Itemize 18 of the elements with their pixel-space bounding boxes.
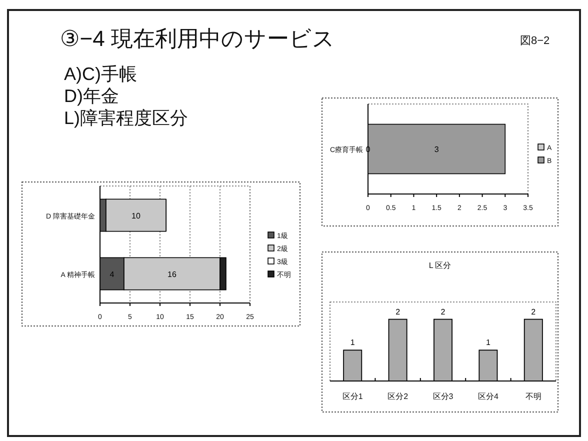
text: A)C)手帳 bbox=[64, 64, 137, 84]
text: L)障害程度区分 bbox=[64, 108, 188, 128]
chart-title: L 区分 bbox=[428, 261, 452, 270]
data-label: 10 bbox=[132, 211, 141, 220]
data-label: 3 bbox=[434, 145, 440, 154]
data-label: 1 bbox=[486, 338, 491, 348]
x-tick-label: 区分2 bbox=[388, 392, 409, 401]
x-tick-label: 区分4 bbox=[478, 392, 499, 401]
data-label: 0 bbox=[366, 145, 371, 154]
data-label: 16 bbox=[168, 270, 177, 279]
text: D)年金 bbox=[64, 86, 119, 106]
x-tick-label: 区分1 bbox=[342, 392, 364, 401]
data-label: 1 bbox=[350, 338, 356, 348]
x-tick-label: 不明 bbox=[525, 392, 542, 401]
caption: 図8−2 bbox=[520, 35, 550, 47]
x-tick-label: 区分3 bbox=[432, 392, 454, 401]
data-label: 4 bbox=[110, 270, 115, 279]
text: ③−4 現在利用中のサービス bbox=[60, 26, 335, 51]
